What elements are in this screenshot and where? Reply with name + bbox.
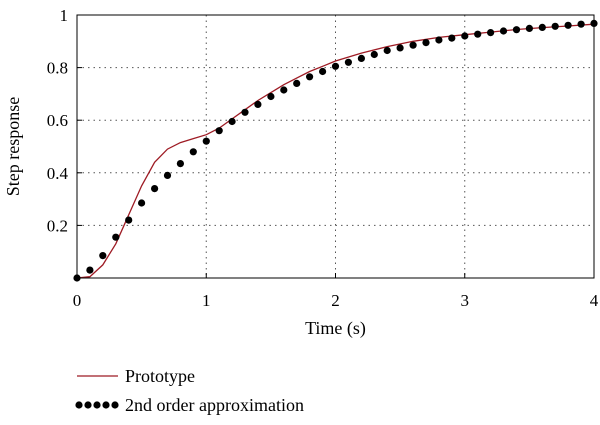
legend: Prototype 2nd order approximation <box>75 366 304 415</box>
legend-item-prototype: Prototype <box>77 366 195 386</box>
y-tick-label: 0.4 <box>47 164 69 183</box>
data-point <box>112 233 120 241</box>
legend-label-prototype: Prototype <box>125 366 195 386</box>
legend-label-2nd-order-approximation: 2nd order approximation <box>125 395 304 415</box>
data-point <box>370 50 378 59</box>
x-tick-label: 0 <box>73 291 82 310</box>
data-point <box>512 26 521 34</box>
x-tick-label: 4 <box>590 291 599 310</box>
y-tick-label: 0.8 <box>47 59 68 78</box>
series-line-prototype <box>76 23 595 279</box>
series-points-2nd-order-approximation <box>73 19 598 282</box>
data-point <box>396 44 404 52</box>
data-point <box>293 79 301 87</box>
data-point <box>577 20 585 28</box>
data-point <box>409 41 417 49</box>
data-point <box>215 127 223 135</box>
data-point <box>383 46 391 55</box>
data-point <box>487 28 495 37</box>
data-point <box>435 36 443 44</box>
data-point <box>241 108 249 116</box>
y-axis-label: Step response <box>3 97 23 196</box>
data-point <box>422 39 430 47</box>
data-point <box>474 30 482 38</box>
y-tick-label: 0.2 <box>47 216 68 235</box>
data-point <box>319 67 327 76</box>
grid-layer <box>77 15 594 278</box>
x-tick-label: 3 <box>461 291 470 310</box>
legend-dot <box>111 401 119 409</box>
data-point <box>151 185 159 193</box>
data-point <box>163 171 172 179</box>
data-point <box>306 73 314 81</box>
data-point <box>189 148 197 156</box>
data-point <box>461 32 469 40</box>
tick-layer: 0 1 2 3 4 0.2 0.4 0.6 0.8 1 <box>47 6 599 310</box>
data-point <box>448 34 456 42</box>
data-point <box>228 117 236 126</box>
data-point <box>99 252 107 260</box>
x-tick-label: 1 <box>202 291 211 310</box>
data-point <box>564 21 572 29</box>
data-point <box>176 160 184 168</box>
data-point <box>86 266 94 274</box>
data-point <box>125 216 133 224</box>
data-point <box>525 24 534 32</box>
legend-item-2nd-order-approximation: 2nd order approximation <box>75 395 304 415</box>
x-tick-label: 2 <box>331 291 340 310</box>
data-point <box>267 92 275 101</box>
legend-swatch-2nd-order-approximation <box>75 401 119 409</box>
data-point <box>551 22 559 30</box>
data-point <box>138 199 146 207</box>
legend-dot <box>75 401 83 409</box>
legend-dot <box>93 401 101 409</box>
y-tick-label: 0.6 <box>47 111 68 130</box>
data-point <box>254 100 262 108</box>
data-point <box>538 23 546 31</box>
data-point <box>499 27 508 35</box>
legend-dot <box>84 401 92 409</box>
data-point <box>280 86 288 94</box>
x-axis-label: Time (s) <box>305 318 366 339</box>
legend-dot <box>102 401 110 409</box>
data-point <box>202 137 210 145</box>
data-point <box>357 54 365 63</box>
y-tick-label: 1 <box>60 6 69 25</box>
data-point <box>344 58 352 66</box>
data-point <box>331 62 340 70</box>
series-layer <box>73 19 598 282</box>
